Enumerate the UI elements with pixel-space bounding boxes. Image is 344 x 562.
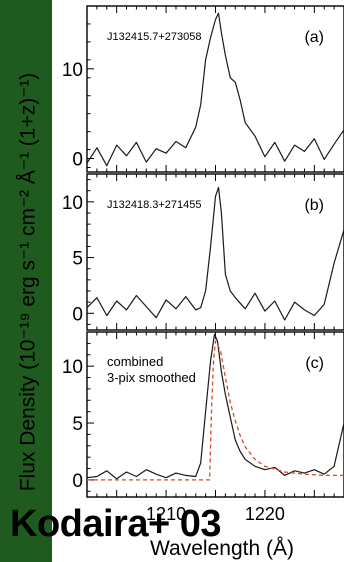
x-tick-label: 1210 [146,504,186,524]
panel-annotation: J132418.3+271455 [107,199,202,211]
y-axis-title: Flux Density (10⁻¹⁹ erg s⁻¹ cm⁻² Å⁻¹ (1+… [16,72,40,492]
y-tick-label: 10 [62,357,83,378]
y-tick-label: 5 [72,414,83,435]
annotation-line: combined [107,354,163,369]
y-tick-label: 0 [72,471,83,492]
panel-3: 0 5 10 1210 1220 (c) combined 3-pix smoothed [62,331,344,524]
credit-label: Kodaira+ 03 [10,503,222,545]
panel-frame [86,331,344,498]
panel-annotation: J132415.7+273058 [107,31,202,43]
panel-label: (c) [305,355,324,372]
y-tick-label: 0 [72,150,83,171]
panel-label: (a) [304,29,324,46]
model-line [87,340,344,481]
panel-frame [86,5,344,173]
y-tick-label: 5 [72,249,83,270]
annotation-line: J132415.7+273058 [107,31,202,43]
panel-2: 0 5 10 (b) J132418.3+271455 [62,173,344,331]
x-axis-title: Wavelength (Å) [150,537,294,560]
panel-label: (b) [304,197,324,214]
y-tick-label: 0 [72,304,83,325]
panel-1: 0 10 (a) J132415.7+273058 [62,5,344,173]
panels: 0 10 (a) J132415.7+273058 0 5 10 (b) J132418.3+2… [62,5,344,524]
spectrum-line [86,12,344,167]
spectrum-line [86,186,344,321]
annotation-line: J132418.3+271455 [107,199,202,211]
annotation-line: 3-pix smoothed [107,370,196,385]
y-tick-label: 10 [62,193,83,214]
panel-annotation: combined 3-pix smoothed [107,354,196,385]
y-tick-label: 10 [62,60,83,81]
x-tick-label: 1220 [245,504,285,524]
